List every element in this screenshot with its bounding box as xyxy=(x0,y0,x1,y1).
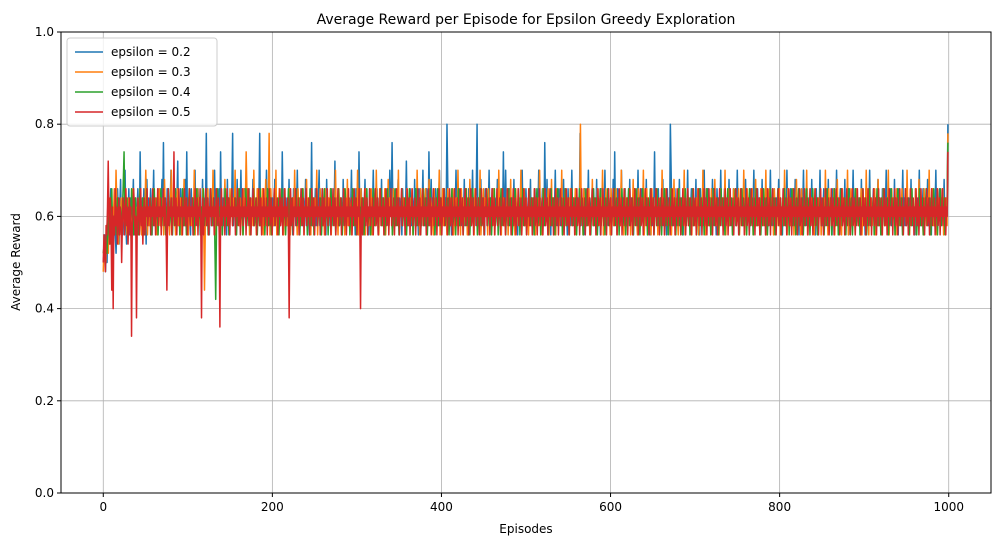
chart-title: Average Reward per Episode for Epsilon G… xyxy=(317,12,736,28)
x-tick-label: 600 xyxy=(599,500,622,514)
x-axis-label: Episodes xyxy=(499,522,552,536)
y-tick-label: 0.2 xyxy=(35,394,54,408)
x-tick-label: 200 xyxy=(261,500,284,514)
legend-box xyxy=(66,37,218,127)
y-tick-label: 0.4 xyxy=(35,302,54,316)
y-tick-label: 0.6 xyxy=(35,209,54,223)
series-line-4 xyxy=(102,151,949,338)
x-tick-label: 0 xyxy=(99,500,107,514)
y-axis-label: Average Reward xyxy=(9,213,23,311)
legend: epsilon = 0.2 epsilon = 0.3 epsilon = 0.4 e… xyxy=(66,37,218,127)
y-axis-ticks: 0.0 0.2 0.4 0.6 0.8 1.0 xyxy=(35,25,61,500)
legend-label: epsilon = 0.2 xyxy=(111,45,191,59)
legend-label: epsilon = 0.4 xyxy=(111,85,191,99)
y-tick-label: 0.0 xyxy=(35,486,54,500)
x-axis-ticks: 0 200 400 600 800 1000 xyxy=(99,493,964,514)
y-tick-label: 0.8 xyxy=(35,117,54,131)
series-lines xyxy=(102,123,949,338)
x-tick-label: 800 xyxy=(768,500,791,514)
x-tick-label: 400 xyxy=(430,500,453,514)
legend-label: epsilon = 0.3 xyxy=(111,65,191,79)
plot-frame xyxy=(60,31,992,494)
legend-label: epsilon = 0.5 xyxy=(111,105,191,119)
y-tick-label: 1.0 xyxy=(35,25,54,39)
x-tick-label: 1000 xyxy=(933,500,964,514)
